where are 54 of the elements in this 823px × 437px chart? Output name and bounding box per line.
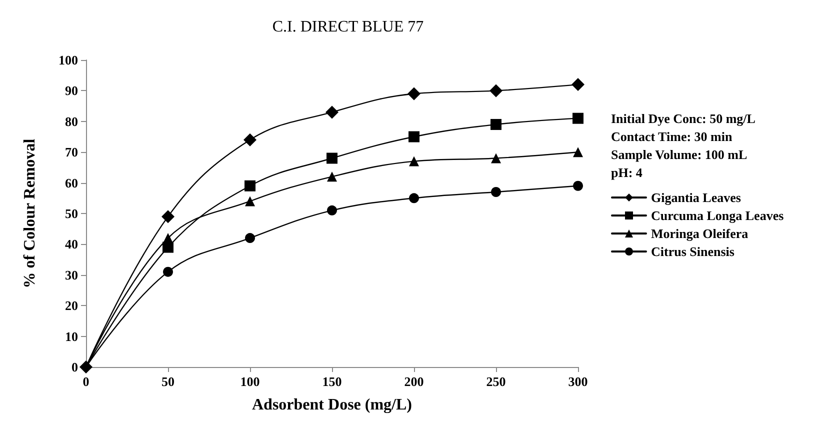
y-tick-label: 100 [58, 52, 78, 68]
point [244, 133, 256, 146]
y-tick-label: 70 [65, 144, 78, 160]
point [245, 233, 255, 244]
point [80, 360, 92, 374]
x-axis-title: Adsorbent Dose (mg/L) [252, 396, 412, 414]
y-tick-label: 80 [65, 114, 78, 129]
x-tick-label: 100 [240, 374, 260, 389]
legend-label: Moringa Oleifera [651, 226, 749, 241]
point [327, 172, 337, 182]
chart-title: C.I. DIRECT BLUE 77 [272, 18, 424, 36]
point [573, 147, 583, 158]
point [491, 153, 501, 164]
legend-label: Citrus Sinensis [651, 244, 734, 259]
point [491, 187, 501, 198]
point [573, 180, 583, 191]
y-tick-label: 90 [65, 83, 78, 98]
y-tick-label: 20 [65, 298, 78, 314]
y-tick-label: 30 [65, 267, 78, 282]
point [409, 156, 419, 166]
x-tick-label: 150 [322, 374, 342, 389]
x-tick-label: 300 [568, 374, 588, 389]
text: Contact Time: 30 min [611, 129, 733, 144]
point [163, 266, 173, 277]
point [326, 152, 338, 164]
point [408, 87, 420, 100]
x-tick-label: 250 [486, 374, 506, 389]
point [162, 210, 174, 224]
point [245, 196, 255, 206]
x-tick-label: 200 [404, 374, 424, 389]
x-tick-label: 50 [162, 374, 174, 389]
y-tick-label: 10 [65, 328, 78, 344]
y-tick-label: 50 [65, 206, 78, 221]
text: pH: 4 [611, 165, 643, 180]
point [244, 180, 256, 192]
point [163, 233, 173, 244]
text: Initial Dye Conc: 50 mg/L [611, 111, 756, 126]
legend-label: Curcuma Longa Leaves [651, 208, 784, 223]
text: Sample Volume: 100 mL [611, 147, 748, 162]
x-tick-label: 0 [82, 374, 90, 389]
y-tick-label: 40 [65, 236, 78, 252]
point [572, 78, 584, 92]
legend-label: Gigantia Leaves [651, 190, 741, 205]
y-tick-label: 60 [65, 175, 78, 190]
y-axis-title: % of Colour Removal [22, 138, 38, 288]
point [409, 193, 419, 204]
point [572, 112, 584, 124]
point [326, 106, 338, 119]
point [408, 131, 420, 142]
point [327, 205, 337, 216]
point [162, 242, 174, 253]
y-tick-label: 0 [72, 360, 78, 374]
point [490, 118, 502, 130]
point [490, 84, 502, 98]
